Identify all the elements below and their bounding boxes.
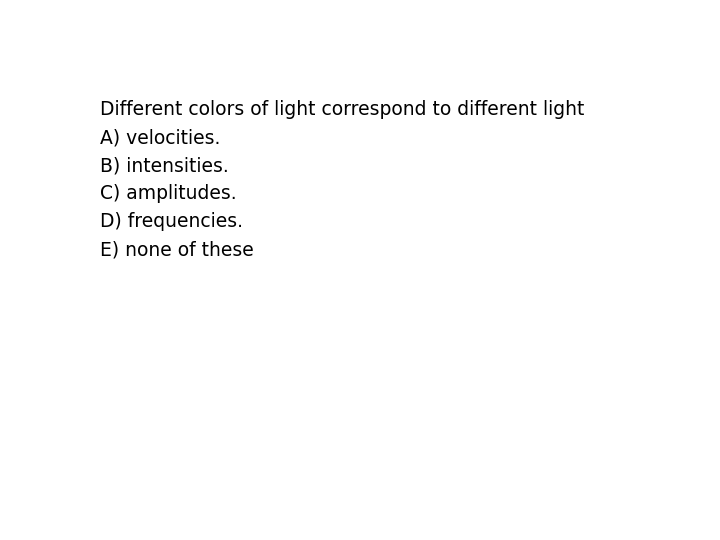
- Text: Different colors of light correspond to different light: Different colors of light correspond to …: [100, 100, 585, 119]
- Text: C) amplitudes.: C) amplitudes.: [100, 184, 237, 203]
- Text: E) none of these: E) none of these: [100, 240, 253, 259]
- Text: B) intensities.: B) intensities.: [100, 156, 229, 175]
- Text: D) frequencies.: D) frequencies.: [100, 212, 243, 231]
- Text: A) velocities.: A) velocities.: [100, 128, 220, 147]
